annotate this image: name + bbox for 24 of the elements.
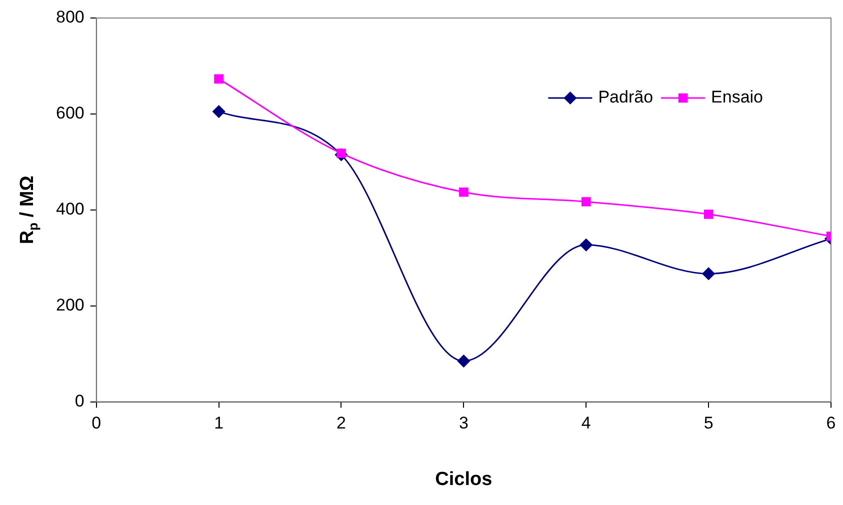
point	[704, 210, 714, 219]
y-tick-label: 200	[56, 296, 84, 315]
point	[702, 267, 715, 280]
x-tick-label: 1	[214, 414, 224, 433]
x-tick-label: 0	[92, 414, 102, 433]
y-axis-title: Rp / MΩ	[17, 176, 41, 244]
legend-label: Padrão	[598, 88, 654, 107]
point	[459, 188, 468, 197]
point	[457, 354, 470, 368]
legend-label: Ensaio	[711, 88, 764, 107]
point	[214, 74, 224, 84]
y-tick-label: 400	[56, 200, 84, 219]
y-tick-label: 600	[56, 104, 84, 123]
x-tick-label: 4	[581, 414, 591, 433]
point	[581, 197, 591, 206]
y-tick-label: 0	[74, 391, 84, 410]
x-axis-title: Ciclos	[435, 468, 492, 490]
x-tick-label: 6	[826, 414, 836, 433]
x-tick-label: 2	[336, 414, 346, 433]
x-tick-label: 3	[458, 414, 468, 433]
y-tick-label: 800	[56, 8, 84, 27]
point	[212, 105, 226, 118]
x-tick-label: 5	[704, 414, 714, 433]
point	[580, 238, 592, 252]
